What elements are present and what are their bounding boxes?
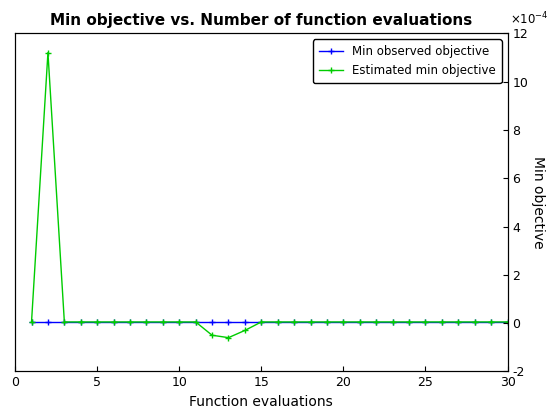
Estimated min objective <box>274 320 281 325</box>
Min observed objective <box>28 320 35 325</box>
Estimated min objective <box>77 320 84 325</box>
Min observed objective <box>258 320 265 325</box>
Min observed objective <box>472 320 478 325</box>
Min observed objective <box>389 320 396 325</box>
Min observed objective <box>324 320 330 325</box>
X-axis label: Function evaluations: Function evaluations <box>189 395 333 409</box>
Min observed objective <box>45 320 52 325</box>
Estimated min objective <box>373 320 380 325</box>
Min observed objective <box>291 320 297 325</box>
Estimated min objective <box>340 320 347 325</box>
Legend: Min observed objective, Estimated min objective: Min observed objective, Estimated min ob… <box>313 39 502 83</box>
Estimated min objective <box>422 320 429 325</box>
Text: $\times10^{-4}$: $\times10^{-4}$ <box>510 11 549 28</box>
Min observed objective <box>225 320 232 325</box>
Estimated min objective <box>258 320 265 325</box>
Estimated min objective <box>225 335 232 340</box>
Estimated min objective <box>192 320 199 325</box>
Line: Estimated min objective: Estimated min objective <box>28 49 511 341</box>
Estimated min objective <box>438 320 445 325</box>
Min observed objective <box>176 320 183 325</box>
Estimated min objective <box>160 320 166 325</box>
Min observed objective <box>209 320 216 325</box>
Estimated min objective <box>504 320 511 325</box>
Min observed objective <box>357 320 363 325</box>
Min observed objective <box>192 320 199 325</box>
Estimated min objective <box>488 320 494 325</box>
Line: Min observed objective: Min observed objective <box>28 318 511 326</box>
Estimated min objective <box>291 320 297 325</box>
Min observed objective <box>110 320 117 325</box>
Estimated min objective <box>127 320 133 325</box>
Min observed objective <box>77 320 84 325</box>
Estimated min objective <box>110 320 117 325</box>
Estimated min objective <box>307 320 314 325</box>
Title: Min objective vs. Number of function evaluations: Min objective vs. Number of function eva… <box>50 13 473 28</box>
Min observed objective <box>455 320 461 325</box>
Min observed objective <box>438 320 445 325</box>
Min observed objective <box>61 320 68 325</box>
Min observed objective <box>422 320 429 325</box>
Min observed objective <box>127 320 133 325</box>
Y-axis label: Min objective: Min objective <box>531 156 545 249</box>
Estimated min objective <box>94 320 101 325</box>
Min observed objective <box>488 320 494 325</box>
Estimated min objective <box>455 320 461 325</box>
Min observed objective <box>94 320 101 325</box>
Min observed objective <box>405 320 412 325</box>
Min observed objective <box>274 320 281 325</box>
Min observed objective <box>160 320 166 325</box>
Estimated min objective <box>209 333 216 338</box>
Min observed objective <box>504 320 511 325</box>
Estimated min objective <box>28 320 35 325</box>
Min observed objective <box>307 320 314 325</box>
Estimated min objective <box>405 320 412 325</box>
Min observed objective <box>241 320 248 325</box>
Estimated min objective <box>176 320 183 325</box>
Min observed objective <box>373 320 380 325</box>
Estimated min objective <box>143 320 150 325</box>
Estimated min objective <box>357 320 363 325</box>
Estimated min objective <box>61 320 68 325</box>
Estimated min objective <box>472 320 478 325</box>
Estimated min objective <box>241 328 248 333</box>
Min observed objective <box>143 320 150 325</box>
Estimated min objective <box>45 50 52 55</box>
Min observed objective <box>340 320 347 325</box>
Estimated min objective <box>389 320 396 325</box>
Estimated min objective <box>324 320 330 325</box>
